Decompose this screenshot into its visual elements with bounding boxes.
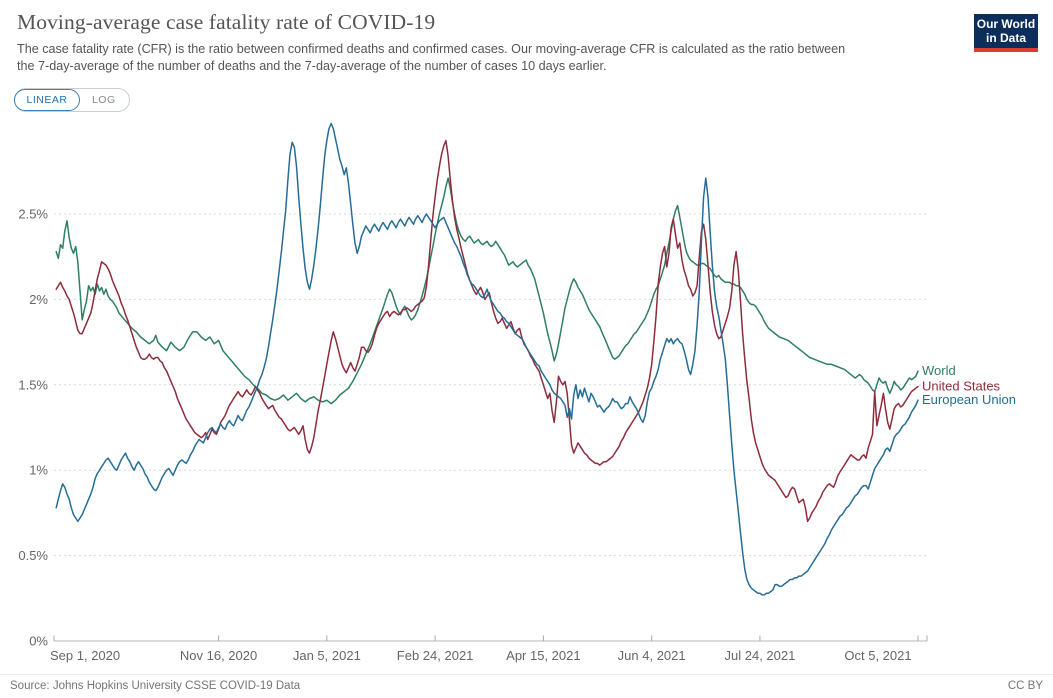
y-axis-tick-label: 1% (29, 463, 48, 478)
owid-logo-line2: in Data (985, 31, 1026, 45)
series-line-world (55, 177, 919, 405)
scale-toggle: LINEAR LOG (13, 88, 130, 112)
y-axis-tick-label: 1.5% (18, 377, 48, 392)
x-axis-tick-label: Jun 4, 2021 (618, 648, 686, 663)
x-axis-tick-label: Nov 16, 2020 (180, 648, 257, 663)
y-axis-tick-label: 0.5% (18, 548, 48, 563)
page-title: Moving-average case fatality rate of COV… (17, 10, 436, 34)
owid-logo-line1: Our World (976, 17, 1036, 31)
linear-button[interactable]: LINEAR (13, 89, 81, 111)
footer: Source: Johns Hopkins University CSSE CO… (0, 674, 1053, 698)
x-axis-tick-label: Apr 15, 2021 (506, 648, 580, 663)
x-axis-tick-label: Jul 24, 2021 (725, 648, 796, 663)
series-label-united-states[interactable]: United States (922, 379, 1001, 394)
x-axis-tick-label: Feb 24, 2021 (397, 648, 474, 663)
source-note: Source: Johns Hopkins University CSSE CO… (10, 680, 301, 692)
series-label-european-union[interactable]: European Union (922, 392, 1016, 407)
x-axis-tick-label: Oct 5, 2021 (844, 648, 911, 663)
owid-logo[interactable]: Our World in Data (974, 14, 1038, 52)
y-axis-tick-label: 2% (29, 292, 48, 307)
series-line-united-states (55, 139, 919, 523)
line-chart-canvas: 0% 0.5% 1% 1.5% 2% 2.5% Sep 1, 2020 Nov 16, 202… (18, 122, 1016, 663)
chart-subtitle: The case fatality rate (CFR) is the rati… (17, 42, 846, 73)
license-badge[interactable]: CC BY (1007, 680, 1043, 692)
y-axis-tick-label: 2.5% (18, 207, 48, 222)
x-axis-tick-label: Jan 5, 2021 (293, 648, 361, 663)
series-label-world[interactable]: World (922, 363, 956, 378)
log-button[interactable]: LOG (91, 94, 116, 106)
y-axis-tick-label: 0% (29, 634, 48, 649)
series-line-european-union (55, 122, 919, 596)
x-axis-tick-label: Sep 1, 2020 (50, 648, 120, 663)
